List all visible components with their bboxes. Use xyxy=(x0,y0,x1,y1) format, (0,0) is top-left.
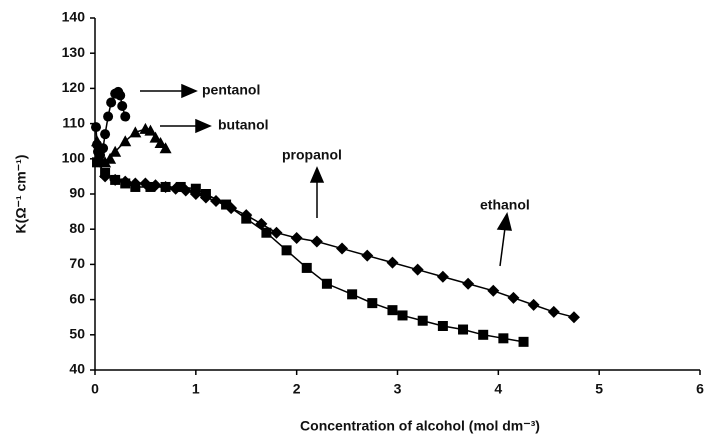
marker xyxy=(261,227,272,238)
marker xyxy=(310,235,323,248)
marker xyxy=(507,291,520,304)
marker xyxy=(120,111,131,122)
y-tick-label: 130 xyxy=(62,44,86,60)
annotation: butanol xyxy=(218,117,269,133)
marker xyxy=(154,136,167,148)
marker xyxy=(200,189,211,199)
marker xyxy=(99,156,112,168)
annotation: ethanol xyxy=(480,197,530,213)
x-tick-label: 2 xyxy=(293,381,301,397)
marker xyxy=(144,124,157,136)
annotation: propanol xyxy=(282,147,342,163)
y-tick-label: 90 xyxy=(69,185,85,201)
marker xyxy=(281,245,292,256)
marker xyxy=(221,199,232,210)
marker xyxy=(98,143,109,154)
marker xyxy=(190,183,201,194)
marker xyxy=(100,129,111,140)
y-tick-label: 80 xyxy=(69,220,85,236)
x-tick-label: 0 xyxy=(91,381,99,397)
y-tick-label: 120 xyxy=(62,79,86,95)
marker xyxy=(397,310,408,321)
marker xyxy=(159,142,172,154)
marker xyxy=(321,278,332,289)
marker xyxy=(437,321,448,331)
marker xyxy=(290,232,303,244)
x-tick-label: 4 xyxy=(494,381,502,397)
y-tick-label: 70 xyxy=(69,255,85,271)
y-tick-label: 40 xyxy=(69,361,85,377)
marker xyxy=(498,333,509,344)
marker xyxy=(301,262,312,273)
x-tick-label: 3 xyxy=(394,381,402,397)
marker xyxy=(270,226,283,239)
marker xyxy=(104,152,117,164)
y-tick-label: 100 xyxy=(62,150,86,166)
marker xyxy=(117,101,128,111)
marker xyxy=(478,329,489,340)
marker xyxy=(129,126,142,138)
marker xyxy=(336,242,349,255)
marker xyxy=(386,256,399,269)
marker xyxy=(367,298,378,309)
marker xyxy=(547,305,560,318)
marker xyxy=(130,181,141,192)
marker xyxy=(361,249,374,262)
marker xyxy=(436,270,449,283)
annotation: pentanol xyxy=(202,82,260,98)
x-axis-label: Concentration of alcohol (mol dm⁻³) xyxy=(300,418,540,434)
marker xyxy=(458,324,469,335)
marker xyxy=(106,97,117,108)
marker xyxy=(518,336,529,347)
marker xyxy=(109,145,122,157)
arrows xyxy=(140,83,512,267)
x-tick-label: 6 xyxy=(696,381,704,397)
marker xyxy=(387,305,398,316)
marker xyxy=(411,263,424,276)
marker xyxy=(347,289,358,300)
marker xyxy=(91,122,102,133)
marker xyxy=(119,135,132,147)
marker xyxy=(149,131,162,143)
y-tick-label: 110 xyxy=(62,114,85,130)
marker xyxy=(115,90,126,101)
marker xyxy=(103,111,114,122)
marker xyxy=(160,181,171,192)
x-tick-label: 1 xyxy=(192,381,200,397)
marker xyxy=(175,181,186,192)
marker xyxy=(145,181,156,192)
marker xyxy=(417,315,428,326)
marker xyxy=(241,213,252,224)
x-tick-label: 5 xyxy=(595,381,603,397)
marker xyxy=(527,298,540,311)
y-tick-label: 60 xyxy=(69,290,85,306)
y-axis-label: K(Ω⁻¹ cm⁻¹) xyxy=(13,155,29,234)
y-tick-label: 50 xyxy=(69,326,85,342)
marker xyxy=(487,284,500,297)
marker xyxy=(120,178,131,189)
marker xyxy=(567,311,580,324)
y-tick-label: 140 xyxy=(62,9,86,25)
marker xyxy=(110,174,121,185)
marker xyxy=(100,167,111,178)
marker xyxy=(462,277,475,290)
